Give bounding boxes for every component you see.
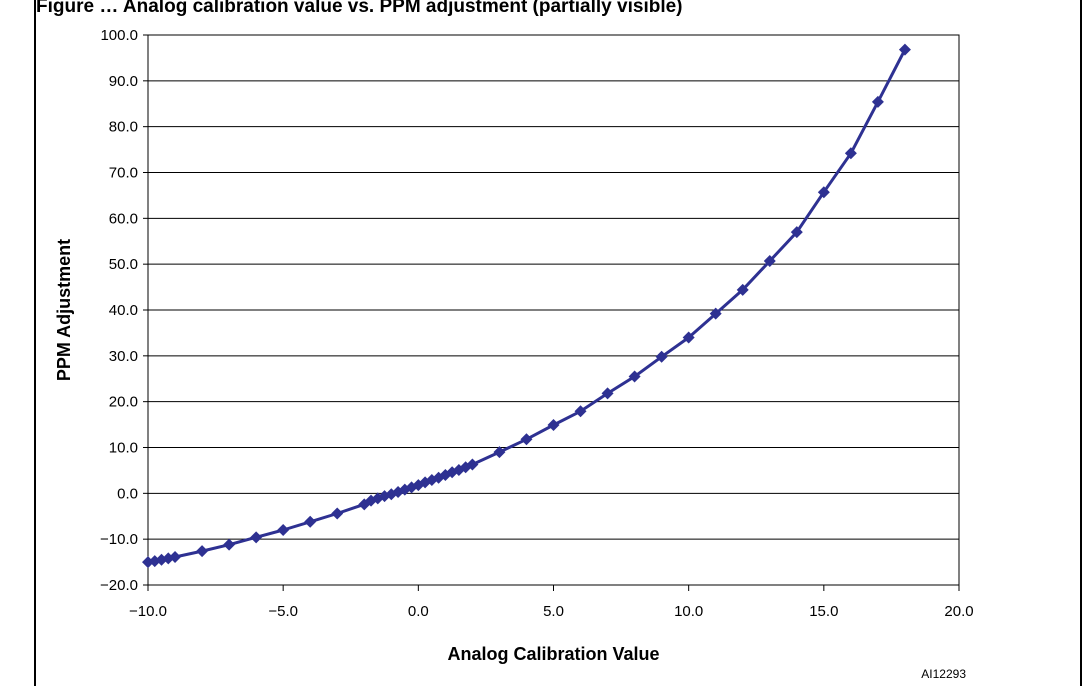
data-point: [493, 446, 506, 459]
x-tick-label: 10.0: [674, 603, 703, 620]
y-axis-title: PPM Adjustment: [54, 239, 74, 381]
y-tick-label: 100.0: [100, 27, 138, 44]
x-tick-label: 0.0: [408, 603, 429, 620]
data-point: [709, 307, 722, 320]
y-tick-label: −10.0: [100, 531, 138, 548]
data-point: [331, 507, 344, 520]
data-point: [736, 283, 749, 296]
data-point: [466, 458, 479, 471]
y-tick-label: 40.0: [109, 302, 138, 319]
x-tick-label: 15.0: [809, 603, 838, 620]
data-point: [250, 531, 263, 544]
data-point: [817, 186, 830, 199]
y-tick-label: 0.0: [117, 485, 138, 502]
data-point: [304, 515, 317, 528]
figure-frame: [34, 0, 1082, 686]
x-tick-label: 5.0: [543, 603, 564, 620]
y-tick-labels: −20.0 −10.0 0.0 10.0 20.0 30.0 40.0 50.0 60.0 70.…: [100, 27, 138, 594]
data-point: [520, 433, 533, 446]
x-tick-label: 20.0: [944, 603, 973, 620]
data-point: [547, 419, 560, 432]
y-tick-label: −20.0: [100, 577, 138, 594]
y-tick-label: 10.0: [109, 440, 138, 457]
data-point: [574, 405, 587, 418]
y-tick-label: 80.0: [109, 119, 138, 136]
x-axis-title: Analog Calibration Value: [447, 644, 659, 664]
data-point: [844, 147, 857, 160]
grid-lines: [143, 34, 960, 591]
data-point: [601, 387, 614, 400]
data-point: [277, 524, 290, 536]
data-point: [169, 551, 182, 564]
data-point: [655, 350, 668, 363]
y-tick-label: 50.0: [109, 256, 138, 273]
data-point: [682, 331, 695, 344]
data-point: [628, 370, 641, 383]
data-point: [898, 43, 911, 56]
figure-caption: Figure … Analog calibration value vs. PP…: [36, 0, 683, 17]
data-point: [871, 95, 884, 108]
data-point: [196, 545, 209, 558]
x-tick-label: −5.0: [268, 603, 298, 620]
data-point: [223, 538, 236, 551]
figure-code: AI12293: [921, 667, 966, 681]
x-tick-labels: −10.0 −5.0 0.0 5.0 10.0 15.0 20.0: [129, 603, 974, 620]
series-markers: [142, 43, 911, 569]
y-tick-label: 60.0: [109, 210, 138, 227]
data-point: [763, 254, 776, 267]
y-tick-label: 30.0: [109, 348, 138, 365]
x-tick-label: −10.0: [129, 603, 167, 620]
data-point: [790, 226, 803, 239]
y-tick-label: 20.0: [109, 394, 138, 411]
plot-area: [147, 34, 960, 586]
y-tick-label: 90.0: [109, 73, 138, 90]
y-tick-label: 70.0: [109, 165, 138, 182]
